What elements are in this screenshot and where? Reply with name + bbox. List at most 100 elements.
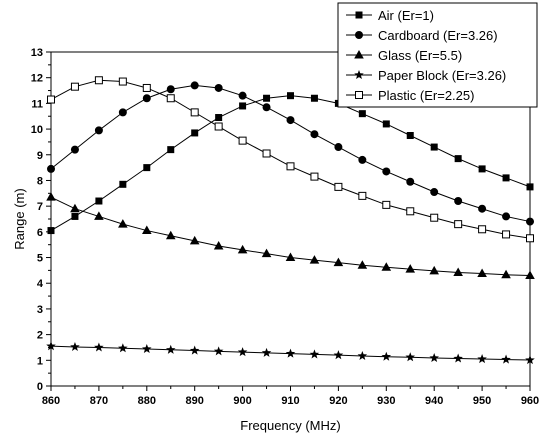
data-point — [526, 183, 534, 191]
data-point — [333, 257, 344, 267]
data-point — [47, 95, 55, 104]
x-axis-title: Frequency (MHz) — [240, 418, 340, 433]
data-point — [381, 262, 392, 271]
data-point — [430, 188, 439, 197]
data-point — [310, 94, 318, 102]
data-point — [429, 353, 439, 363]
data-point — [501, 354, 511, 364]
data-point — [190, 81, 199, 90]
data-point — [406, 132, 414, 139]
data-point — [478, 204, 487, 213]
legend-item: Paper Block (Er=3.26) — [346, 68, 506, 83]
data-point — [261, 248, 272, 258]
data-point — [381, 351, 392, 361]
y-tick-label: 1 — [37, 355, 43, 367]
data-point — [237, 244, 248, 254]
data-point — [263, 94, 271, 102]
data-point — [214, 83, 223, 92]
data-point — [213, 346, 224, 356]
data-point — [333, 350, 344, 360]
data-point — [285, 348, 296, 358]
legend-marker — [354, 70, 364, 80]
y-tick-label: 2 — [37, 330, 43, 342]
data-point — [526, 234, 534, 243]
data-point — [453, 267, 463, 276]
data-point — [70, 203, 80, 213]
data-point — [430, 143, 438, 151]
data-point — [165, 344, 176, 354]
data-point — [502, 230, 511, 239]
data-point — [118, 108, 127, 117]
legend-label: Air (Er=1) — [378, 8, 434, 23]
x-tick-label: 890 — [186, 395, 204, 407]
y-tick-label: 13 — [31, 47, 43, 59]
data-point — [95, 197, 103, 205]
data-point — [478, 225, 487, 234]
data-point — [47, 227, 55, 235]
series-line — [50, 196, 531, 277]
x-tick-label: 950 — [473, 395, 491, 407]
x-tick-label: 910 — [281, 395, 299, 407]
data-point — [94, 211, 104, 220]
data-point — [142, 83, 151, 92]
data-point — [189, 345, 200, 355]
x-tick-label: 900 — [233, 395, 251, 407]
data-point — [94, 76, 103, 85]
data-point — [477, 354, 487, 364]
legend-marker — [355, 91, 363, 99]
data-point — [70, 341, 80, 351]
legend-label: Paper Block (Er=3.26) — [378, 68, 506, 83]
series-1 — [47, 92, 534, 235]
y-tick-label: 8 — [37, 175, 43, 187]
data-point — [430, 213, 439, 222]
data-point — [237, 347, 248, 357]
data-point — [215, 114, 223, 122]
x-tick-label: 930 — [377, 395, 395, 407]
data-point — [502, 212, 511, 221]
data-point — [142, 225, 152, 235]
legend-item: Glass (Er=5.5) — [346, 48, 462, 63]
data-point — [382, 167, 391, 176]
y-tick-label: 10 — [31, 124, 43, 136]
axes-group: 860 870 880 890 900 910 920 930 940 950 9600123456… — [31, 47, 539, 407]
data-point — [454, 155, 462, 163]
series-group — [46, 76, 535, 365]
data-point — [47, 164, 55, 173]
data-point — [46, 192, 56, 201]
data-point — [358, 110, 366, 118]
data-point — [191, 129, 199, 137]
data-point — [501, 269, 511, 279]
legend-label: Plastic (Er=2.25) — [378, 88, 474, 103]
data-point — [382, 200, 391, 209]
x-tick-label: 960 — [521, 395, 539, 407]
data-point — [94, 342, 104, 352]
data-point — [213, 240, 224, 250]
data-point — [405, 352, 416, 362]
series-5 — [47, 76, 534, 243]
data-point — [406, 207, 415, 216]
y-tick-label: 7 — [37, 201, 43, 213]
legend-marker — [355, 11, 363, 19]
y-tick-label: 6 — [37, 227, 43, 239]
data-point — [502, 174, 510, 182]
data-point — [309, 349, 320, 359]
data-point — [142, 344, 152, 354]
data-point — [405, 264, 416, 273]
data-point — [454, 197, 463, 206]
x-tick-label: 870 — [90, 395, 108, 407]
series-3 — [46, 192, 535, 280]
data-point — [167, 146, 175, 154]
data-point — [453, 353, 463, 363]
data-point — [238, 91, 247, 100]
data-point — [358, 191, 367, 200]
data-point — [334, 182, 343, 191]
data-point — [71, 212, 79, 220]
data-point — [118, 77, 127, 86]
y-tick-label: 9 — [37, 150, 43, 162]
legend: Air (Er=1) Cardboard (Er=3.26) Glass (Er=5… — [337, 2, 538, 108]
data-point — [94, 126, 103, 135]
data-point — [119, 180, 127, 188]
data-point — [525, 270, 535, 280]
data-point — [118, 343, 128, 353]
